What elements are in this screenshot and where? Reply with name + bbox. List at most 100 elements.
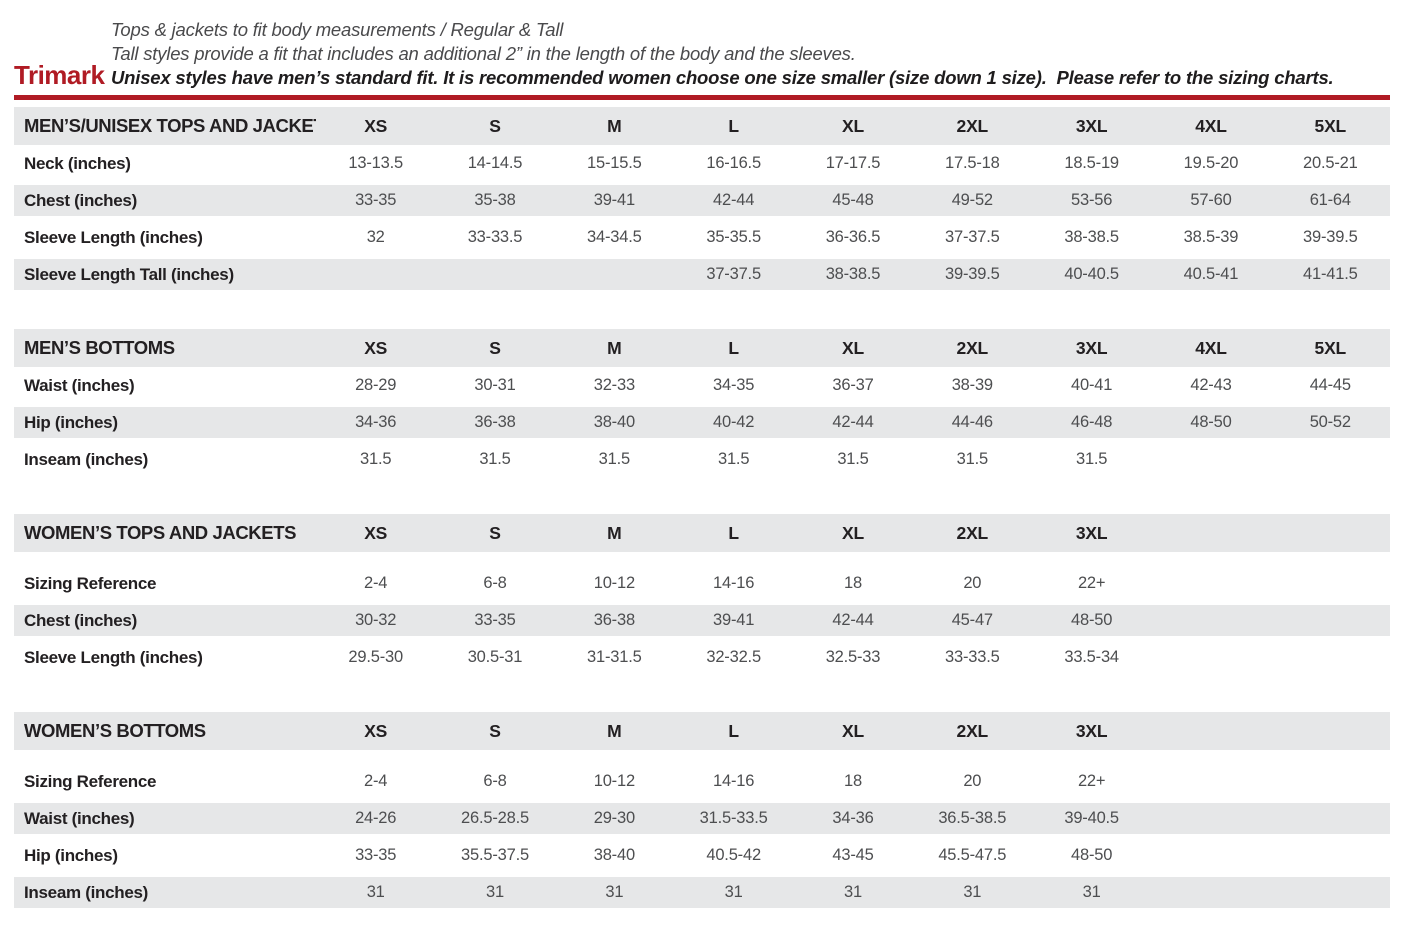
size-column-header: S (489, 720, 501, 741)
cell-value: 32-33 (593, 376, 635, 394)
cell-value: 34-35 (713, 376, 755, 394)
size-column-header: S (489, 522, 501, 543)
cell-value: 16-16.5 (706, 154, 761, 172)
cell-value: 38-40 (593, 413, 635, 431)
cell-value: 44-45 (1309, 376, 1351, 394)
intro-line-3: Unisex styles have men’s standard fit. I… (111, 67, 1334, 88)
size-column-header: 5XL (1314, 337, 1347, 358)
size-column-header: XS (364, 720, 388, 741)
cell-value: 35-38 (474, 191, 516, 209)
table-row: Sleeve Length (inches) 32 33-33.5 34-34.5 35… (14, 219, 1390, 256)
cell-value: 33-33.5 (945, 648, 1000, 666)
cell-value: 57-60 (1190, 191, 1232, 209)
cell-value: 46-48 (1071, 413, 1113, 431)
cell-value: 38-39 (951, 376, 993, 394)
table-row: Chest (inches) 30-32 33-35 36-38 39-41 42-44 4… (14, 602, 1390, 639)
size-column-header: L (728, 720, 739, 741)
cell-value: 20 (963, 574, 982, 592)
size-column-header: L (728, 115, 739, 136)
table-row: Sleeve Length (inches) 29.5-30 30.5-31 31-3… (14, 639, 1390, 676)
cell-value: 31.5 (360, 450, 392, 468)
cell-value: 39-41 (713, 611, 755, 629)
size-column-header: 2XL (956, 115, 989, 136)
size-column-header: M (607, 115, 622, 136)
table-row: Waist (inches) 24-26 26.5-28.5 29-30 31.5-33… (14, 800, 1390, 837)
size-column-header: 5XL (1314, 115, 1347, 136)
cell-value: 31.5 (479, 450, 511, 468)
cell-value: 22+ (1077, 574, 1106, 592)
cell-value: 39-40.5 (1064, 809, 1119, 827)
cell-value: 40-42 (713, 413, 755, 431)
table-title: MEN’S/UNISEX TOPS AND JACKETS (24, 115, 316, 136)
table-header-row: MEN’S BOTTOMS XS S M L XL 2XL 3XL 4XL 5XL (14, 329, 1390, 367)
header-divider (14, 95, 1390, 100)
row-label: Waist (inches) (24, 375, 135, 395)
table-title: MEN’S BOTTOMS (24, 337, 175, 358)
table-header-row: WOMEN’S BOTTOMS XS S M L XL 2XL 3XL (14, 712, 1390, 750)
table-header-row: WOMEN’S TOPS AND JACKETS XS S M L XL 2XL 3XL (14, 514, 1390, 552)
cell-value: 49-52 (951, 191, 993, 209)
cell-value: 31.5-33.5 (699, 809, 768, 827)
row-label: Chest (inches) (24, 610, 137, 630)
cell-value: 19.5-20 (1183, 154, 1239, 172)
cell-value: 18 (844, 772, 862, 790)
cell-value: 38-40 (593, 846, 635, 864)
cell-value: 38.5-39 (1183, 228, 1239, 246)
cell-value: 32.5-33 (825, 648, 881, 666)
cell-value: 17-17.5 (825, 154, 881, 172)
table-title: WOMEN’S BOTTOMS (24, 720, 206, 741)
cell-value: 40-40.5 (1064, 265, 1119, 283)
row-label: Sizing Reference (24, 771, 157, 791)
intro-line-1: Tops & jackets to fit body measurements … (111, 19, 564, 40)
cell-value: 42-44 (832, 413, 874, 431)
cell-value: 30-31 (474, 376, 516, 394)
cell-value: 6-8 (483, 574, 507, 592)
cell-value: 33-33.5 (467, 228, 523, 246)
sizing-tables: MEN’S/UNISEX TOPS AND JACKETS XS S M L XL 2XL 3… (0, 107, 1404, 911)
size-column-header: M (607, 522, 622, 543)
cell-value: 45-48 (832, 191, 874, 209)
cell-value: 38-38.5 (825, 265, 881, 283)
cell-value: 18.5-19 (1064, 154, 1119, 172)
cell-value: 40-41 (1071, 376, 1113, 394)
size-column-header: 4XL (1195, 337, 1227, 358)
table-row: Inseam (inches) 31 31 31 31 31 31 31 (14, 874, 1390, 911)
table-title: WOMEN’S TOPS AND JACKETS (24, 522, 297, 543)
cell-value: 10-12 (593, 772, 635, 790)
table-row: Sizing Reference 2-4 6-8 10-12 14-16 18 20 22+ (14, 763, 1390, 800)
size-table-women-s-tops-and-jackets: WOMEN’S TOPS AND JACKETS XS S M L XL 2XL 3XL Siz… (14, 514, 1390, 676)
cell-value: 39-41 (593, 191, 635, 209)
cell-value: 31 (724, 883, 743, 901)
cell-value: 30-32 (355, 611, 397, 629)
size-column-header: XL (841, 720, 864, 741)
cell-value: 38-38.5 (1064, 228, 1119, 246)
page-header: Trimark Tops & jackets to fit body measu… (0, 18, 1404, 90)
cell-value: 14-16 (713, 772, 755, 790)
intro-text: Tops & jackets to fit body measurements … (111, 18, 1334, 90)
table-row: Hip (inches) 34-36 36-38 38-40 40-42 42-44 44-… (14, 404, 1390, 441)
cell-value: 42-44 (713, 191, 755, 209)
cell-value: 48-50 (1071, 846, 1113, 864)
cell-value: 2-4 (364, 574, 388, 592)
table-row: Neck (inches) 13-13.5 14-14.5 15-15.5 16-16.… (14, 145, 1390, 182)
size-column-header: XS (364, 522, 388, 543)
cell-value: 39-39.5 (945, 265, 1000, 283)
cell-value: 28-29 (355, 376, 397, 394)
cell-value: 40.5-41 (1183, 265, 1239, 283)
size-column-header: M (607, 337, 622, 358)
brand-logo: Trimark (14, 60, 105, 90)
cell-value: 31 (366, 883, 385, 901)
cell-value: 33-35 (355, 846, 397, 864)
size-table-men-s-unisex-tops-and-jackets: MEN’S/UNISEX TOPS AND JACKETS XS S M L XL 2XL 3… (14, 107, 1390, 293)
cell-value: 31.5 (837, 450, 869, 468)
cell-value: 36-38 (593, 611, 635, 629)
cell-value: 2-4 (364, 772, 388, 790)
cell-value: 48-50 (1071, 611, 1113, 629)
cell-value: 24-26 (355, 809, 397, 827)
cell-value: 34-34.5 (587, 228, 642, 246)
cell-value: 13-13.5 (348, 154, 403, 172)
cell-value: 40.5-42 (706, 846, 761, 864)
row-label: Inseam (inches) (24, 882, 148, 902)
row-label: Sleeve Length (inches) (24, 227, 203, 247)
